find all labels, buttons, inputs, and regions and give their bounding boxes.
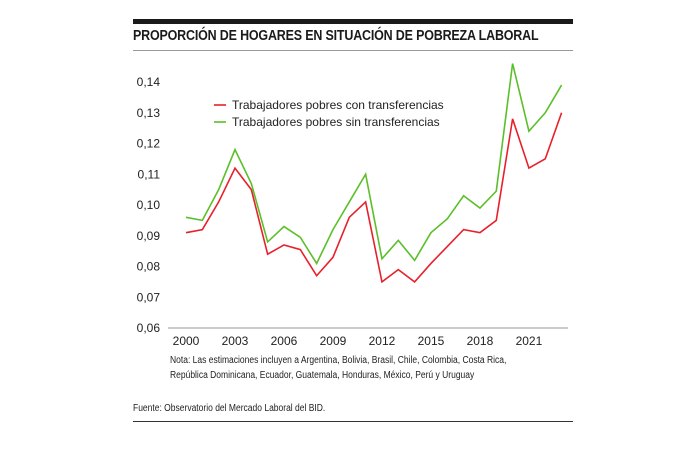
x-tick-label: 2003 (222, 334, 249, 348)
source-note: Fuente: Observatorio del Mercado Laboral… (133, 403, 326, 414)
y-tick-label: 0,06 (137, 321, 161, 335)
x-tick-label: 2009 (320, 334, 347, 348)
y-tick-label: 0,14 (137, 75, 161, 89)
note-line-2: República Dominicana, Ecuador, Guatemala… (170, 370, 475, 381)
legend-label: Trabajadores pobres sin transferencias (232, 115, 440, 129)
bottom-rule (133, 421, 573, 422)
y-tick-label: 0,12 (137, 137, 161, 151)
x-tick-label: 2021 (516, 334, 543, 348)
x-tick-label: 2018 (467, 334, 494, 348)
x-tick-label: 2015 (418, 334, 445, 348)
y-tick-label: 0,07 (137, 290, 161, 304)
y-tick-label: 0,08 (137, 260, 161, 274)
x-tick-label: 2000 (173, 334, 200, 348)
series-line-con (185, 112, 563, 284)
legend-label: Trabajadores pobres con transferencias (232, 98, 444, 112)
y-tick-label: 0,13 (137, 106, 161, 120)
title-rule (133, 50, 573, 51)
top-bar (133, 19, 573, 24)
y-tick-label: 0,10 (137, 198, 161, 212)
y-tick-label: 0,09 (137, 229, 161, 243)
x-tick-label: 2006 (271, 334, 298, 348)
series-line-sin (185, 63, 563, 266)
x-tick-label: 2012 (369, 334, 396, 348)
note-line-1: Nota: Las estimaciones incluyen a Argent… (170, 355, 507, 366)
chart-title: PROPORCIÓN DE HOGARES EN SITUACIÓN DE PO… (133, 28, 539, 44)
y-tick-label: 0,11 (138, 167, 161, 181)
